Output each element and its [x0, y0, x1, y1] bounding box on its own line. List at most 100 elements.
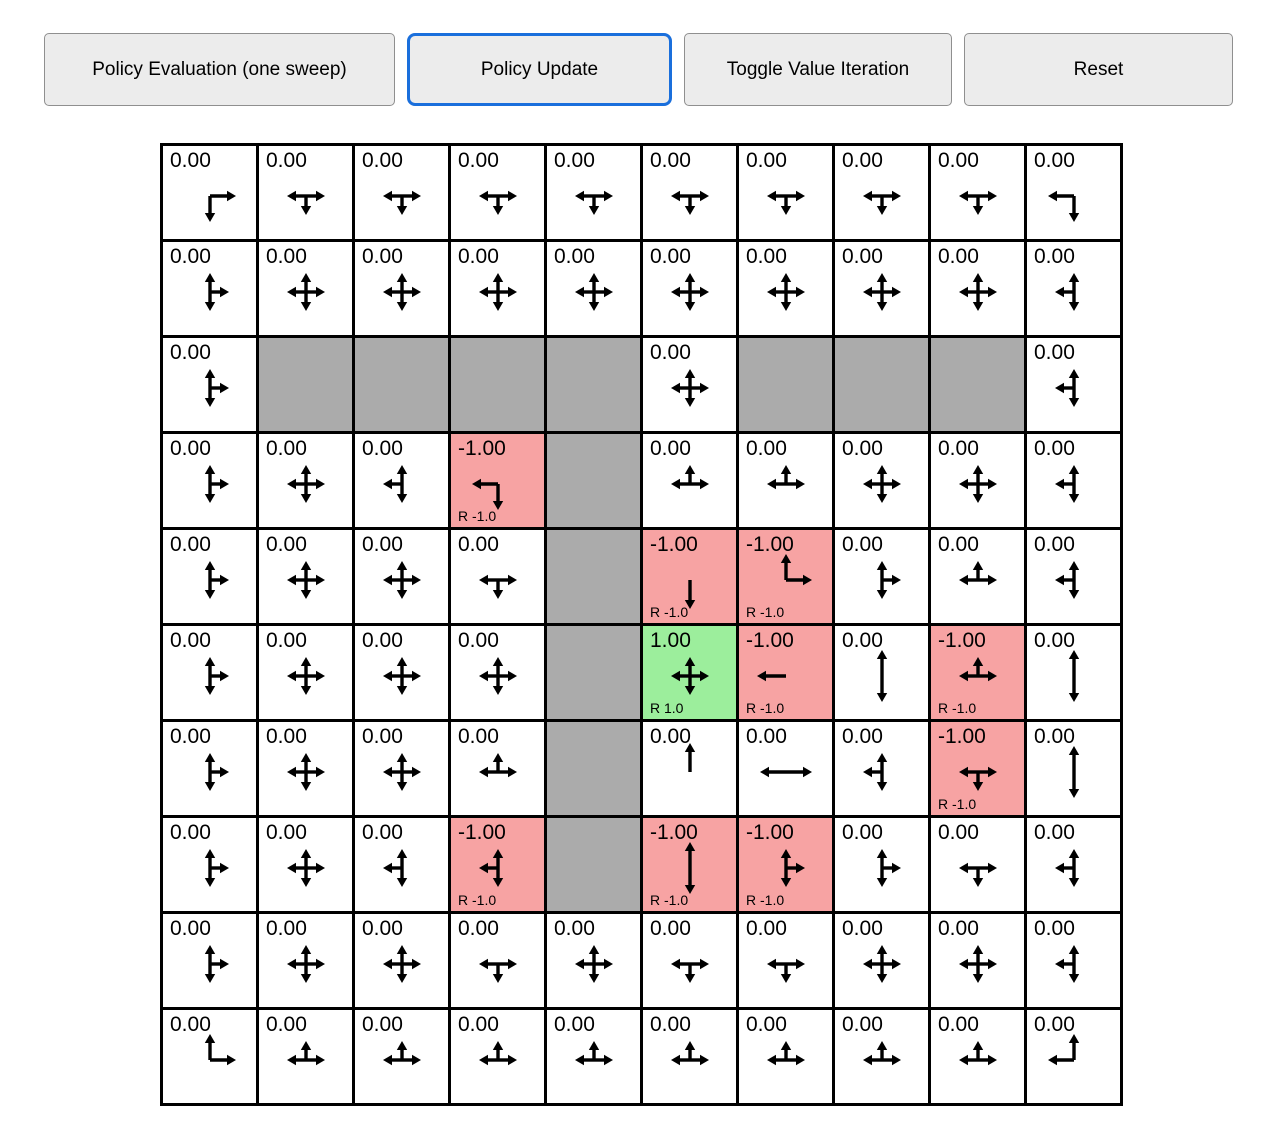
- grid-cell: -1.00 R -1.0: [739, 818, 832, 911]
- cell-value: 0.00: [266, 1013, 307, 1036]
- cell-value: 0.00: [170, 1013, 211, 1036]
- cell-value: 0.00: [650, 245, 691, 268]
- cell-value: 0.00: [938, 917, 979, 940]
- grid-cell: 0.00: [355, 434, 448, 527]
- policy-arrows-icon: [661, 1031, 719, 1089]
- cell-reward: R -1.0: [650, 892, 689, 908]
- policy-arrows-icon: [373, 743, 431, 801]
- cell-reward: R -1.0: [746, 604, 785, 620]
- reset-button[interactable]: Reset: [964, 33, 1233, 106]
- policy-arrows-icon: [1045, 1031, 1103, 1089]
- policy-arrows-icon: [661, 647, 719, 705]
- cell-value: 0.00: [362, 245, 403, 268]
- grid-cell: 0.00: [451, 242, 544, 335]
- policy-arrows-icon: [757, 743, 815, 801]
- grid-cell: 0.00: [931, 1010, 1024, 1103]
- cell-value: 0.00: [170, 437, 211, 460]
- grid-cell: 0.00: [643, 146, 736, 239]
- policy-arrows-icon: [853, 839, 911, 897]
- grid-cell: 0.00: [931, 242, 1024, 335]
- wall-cell: [931, 338, 1024, 431]
- policy-arrows-icon: [853, 743, 911, 801]
- cell-value: 0.00: [554, 245, 595, 268]
- policy-arrows-icon: [949, 1031, 1007, 1089]
- cell-value: 0.00: [938, 1013, 979, 1036]
- policy-arrows-icon: [757, 1031, 815, 1089]
- policy-arrows-icon: [853, 167, 911, 225]
- policy-arrows-icon: [469, 647, 527, 705]
- cell-value: 0.00: [842, 725, 883, 748]
- grid-cell: 0.00: [259, 1010, 352, 1103]
- policy-arrows-icon: [661, 551, 719, 610]
- cell-value: 0.00: [458, 917, 499, 940]
- policy-evaluation-button[interactable]: Policy Evaluation (one sweep): [44, 33, 395, 106]
- policy-arrows-icon: [469, 743, 527, 801]
- policy-arrows-icon: [661, 167, 719, 225]
- grid-cell: 0.00: [1027, 242, 1120, 335]
- grid-cell: 0.00: [643, 914, 736, 1007]
- cell-value: 0.00: [362, 1013, 403, 1036]
- policy-arrows-icon: [373, 551, 431, 609]
- cell-value: 0.00: [842, 821, 883, 844]
- cell-value: 0.00: [842, 1013, 883, 1036]
- policy-arrows-icon: [661, 743, 719, 801]
- policy-arrows-icon: [1045, 263, 1103, 321]
- cell-value: -1.00: [938, 725, 986, 748]
- wall-cell: [547, 722, 640, 815]
- policy-arrows-icon: [949, 839, 1007, 897]
- grid-cell: 0.00: [163, 914, 256, 1007]
- cell-value: 0.00: [1034, 245, 1075, 268]
- policy-arrows-icon: [565, 935, 623, 993]
- policy-arrows-icon: [277, 551, 335, 609]
- cell-value: 0.00: [458, 629, 499, 652]
- toggle-value-iteration-button[interactable]: Toggle Value Iteration: [684, 33, 952, 106]
- grid-cell: 0.00: [739, 722, 832, 815]
- grid-cell: -1.00 R -1.0: [931, 722, 1024, 815]
- grid-cell: 0.00: [259, 722, 352, 815]
- cell-value: 0.00: [170, 821, 211, 844]
- grid-cell: 0.00: [451, 626, 544, 719]
- grid-cell: 0.00: [259, 914, 352, 1007]
- cell-value: 1.00: [650, 629, 691, 652]
- policy-arrows-icon: [277, 167, 335, 225]
- grid-cell: 0.00: [259, 146, 352, 239]
- grid-cell: 0.00: [1027, 146, 1120, 239]
- policy-arrows-icon: [949, 935, 1007, 993]
- cell-value: 0.00: [362, 917, 403, 940]
- grid-cell: 0.00: [547, 146, 640, 239]
- cell-value: 0.00: [1034, 533, 1075, 556]
- cell-value: 0.00: [1034, 821, 1075, 844]
- grid-cell: 0.00: [1027, 434, 1120, 527]
- cell-value: 0.00: [938, 821, 979, 844]
- policy-arrows-icon: [469, 263, 527, 321]
- cell-value: 0.00: [458, 1013, 499, 1036]
- policy-arrows-icon: [181, 743, 239, 801]
- policy-arrows-icon: [853, 647, 911, 705]
- cell-value: 0.00: [842, 437, 883, 460]
- grid-cell: 0.00: [739, 914, 832, 1007]
- cell-value: 0.00: [362, 725, 403, 748]
- policy-arrows-icon: [181, 839, 239, 897]
- cell-value: 0.00: [362, 533, 403, 556]
- cell-reward: R -1.0: [650, 604, 689, 620]
- grid-cell: 0.00: [1027, 818, 1120, 911]
- policy-arrows-icon: [181, 167, 239, 225]
- grid-cell: 0.00: [835, 722, 928, 815]
- wall-cell: [355, 338, 448, 431]
- cell-value: 0.00: [650, 149, 691, 172]
- policy-arrows-icon: [469, 167, 527, 225]
- policy-arrows-icon: [181, 263, 239, 321]
- grid-cell: 0.00: [259, 818, 352, 911]
- policy-arrows-icon: [661, 839, 719, 897]
- grid-cell: 0.00: [355, 530, 448, 623]
- wall-cell: [259, 338, 352, 431]
- grid-cell: 0.00: [835, 626, 928, 719]
- cell-value: 0.00: [458, 533, 499, 556]
- cell-value: 0.00: [266, 533, 307, 556]
- policy-update-button[interactable]: Policy Update: [407, 33, 672, 106]
- cell-value: 0.00: [1034, 1013, 1075, 1036]
- policy-arrows-icon: [949, 743, 1007, 801]
- policy-arrows-icon: [661, 359, 719, 417]
- grid-cell: 0.00: [931, 434, 1024, 527]
- grid-cell: 0.00: [835, 434, 928, 527]
